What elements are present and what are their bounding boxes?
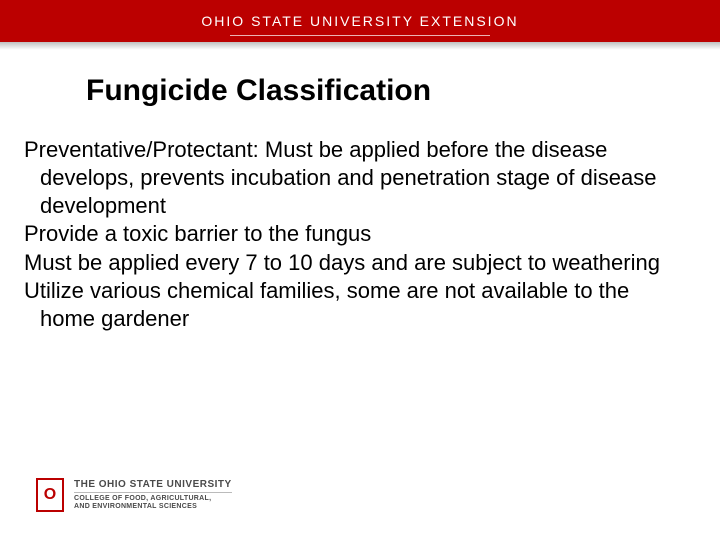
banner-shadow [0,42,720,50]
body-content: Preventative/Protectant: Must be applied… [24,136,686,333]
body-paragraph-3: Must be applied every 7 to 10 days and a… [24,249,686,277]
banner-title: OHIO STATE UNIVERSITY EXTENSION [201,13,518,29]
footer-university-name: THE OHIO STATE UNIVERSITY [74,479,232,493]
footer-text-block: THE OHIO STATE UNIVERSITY COLLEGE OF FOO… [74,479,232,510]
ohio-state-shield-icon: O [36,478,64,512]
slide-title: Fungicide Classification [86,74,720,108]
footer-college-line2: AND ENVIRONMENTAL SCIENCES [74,503,232,511]
header-banner: OHIO STATE UNIVERSITY EXTENSION [0,0,720,42]
body-paragraph-1: Preventative/Protectant: Must be applied… [24,136,686,220]
footer-logo: O THE OHIO STATE UNIVERSITY COLLEGE OF F… [36,478,232,512]
body-paragraph-2: Provide a toxic barrier to the fungus [24,220,686,248]
banner-underline [230,35,489,36]
footer-college-line1: COLLEGE OF FOOD, AGRICULTURAL, [74,495,232,503]
body-paragraph-4: Utilize various chemical families, some … [24,277,686,333]
